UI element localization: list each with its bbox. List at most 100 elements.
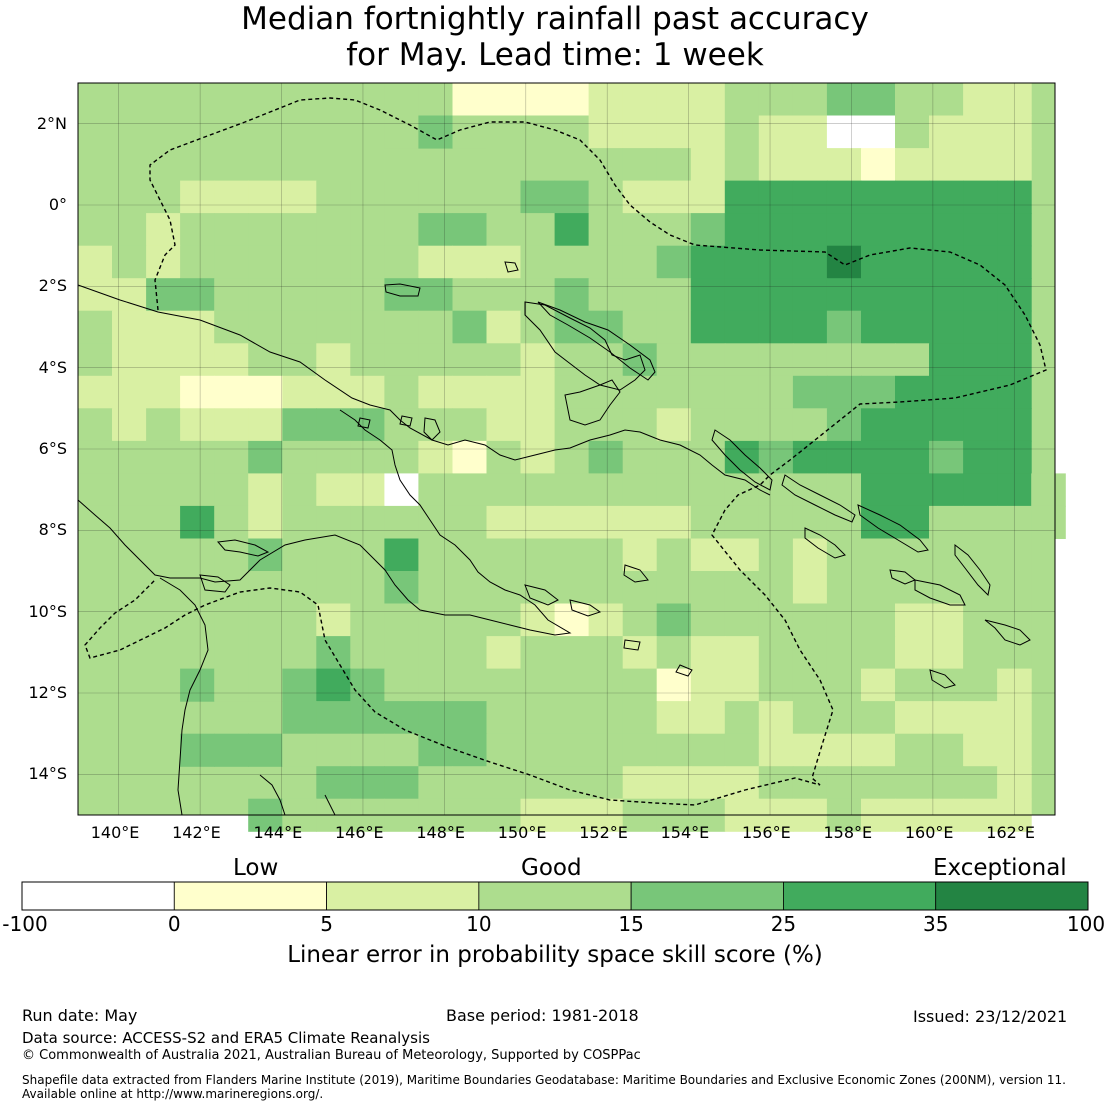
grid-cell (724, 701, 760, 735)
grid-cell (384, 343, 419, 377)
grid-cell (963, 538, 998, 572)
grid-cell (452, 213, 488, 247)
grid-cell (826, 603, 862, 637)
grid-cell (146, 473, 181, 507)
grid-cell (316, 766, 351, 800)
grid-cell (997, 83, 1032, 117)
grid-cell (418, 766, 453, 800)
grid-cell (316, 310, 351, 344)
grid-cell (316, 538, 351, 572)
grid-cell (724, 440, 760, 474)
grid-cell (758, 668, 794, 702)
grid-cell (486, 148, 522, 182)
grid-cell (554, 83, 590, 117)
grid-cell (826, 343, 862, 377)
grid-cell (520, 148, 556, 182)
longitude-label: 162°E (986, 823, 1035, 842)
grid-cell (248, 603, 283, 637)
grid-cell (724, 538, 760, 572)
grid-cell (282, 733, 317, 767)
grid-cell (214, 408, 249, 442)
grid-cell (861, 603, 896, 637)
grid-cell (963, 733, 998, 767)
grid-cell (520, 505, 556, 539)
grid-cell (384, 83, 419, 117)
grid-cell (180, 245, 215, 279)
grid-cell (418, 636, 453, 670)
grid-cell (758, 733, 794, 767)
grid-cell (452, 180, 488, 214)
grid-cell (622, 733, 658, 767)
grid-cell (316, 440, 351, 474)
grid-cell (588, 571, 624, 605)
grid-cell (486, 668, 522, 702)
grid-cell (758, 83, 794, 117)
grid-cell (418, 213, 453, 247)
grid-cell (963, 408, 998, 442)
graticule (78, 83, 1055, 815)
grid-cell (758, 375, 794, 409)
grid-cell (588, 766, 624, 800)
grid-cell (486, 636, 522, 670)
grid-cell (180, 440, 215, 474)
grid-cell (963, 766, 998, 800)
grid-cell (350, 766, 385, 800)
grid-cell (418, 668, 453, 702)
grid-cell (554, 440, 590, 474)
grid-cell (350, 733, 385, 767)
grid-cell (656, 343, 692, 377)
grid-cell (861, 408, 896, 442)
grid-cell (997, 766, 1032, 800)
grid-cell (486, 278, 522, 312)
shapefile-credit-2: Available online at http://www.marinereg… (22, 1087, 324, 1101)
grid-cell (690, 603, 726, 637)
grid-cell (826, 83, 862, 117)
colorbar-tick-label: 0 (167, 912, 181, 936)
grid-cell (520, 83, 556, 117)
grid-cell (588, 83, 624, 117)
grid-cell (758, 538, 794, 572)
grid-cell (997, 213, 1032, 247)
grid-cell (214, 505, 249, 539)
grid-cell (384, 603, 419, 637)
grid-cell (997, 245, 1032, 279)
longitude-label: 158°E (823, 823, 873, 842)
grid-cell (554, 278, 590, 312)
grid-cell (724, 180, 760, 214)
grid-cell (180, 571, 215, 605)
grid-cell (588, 213, 624, 247)
grid-cell (418, 538, 453, 572)
grid-cell (895, 180, 930, 214)
grid-cell (724, 148, 760, 182)
grid-cell (452, 701, 488, 735)
grid-cell (861, 148, 896, 182)
longitude-label: 154°E (660, 823, 710, 842)
grid-cell (861, 701, 896, 735)
grid-cell (929, 180, 964, 214)
grid-cell (929, 408, 964, 442)
grid-cell (690, 245, 726, 279)
grid-cell (929, 473, 964, 507)
grid-cell (316, 213, 351, 247)
grid-cell (316, 636, 351, 670)
grid-cell (282, 538, 317, 572)
grid-cell (895, 375, 930, 409)
grid-cell (486, 180, 522, 214)
grid-cell (520, 343, 556, 377)
grid-cell (146, 245, 181, 279)
grid-cell (78, 375, 113, 409)
colorbar-category-exceptional: Exceptional (933, 855, 1067, 881)
colorbar-tick-label: 25 (770, 912, 797, 936)
grid-cell (350, 408, 385, 442)
grid-cell (146, 310, 181, 344)
grid-cell (180, 278, 215, 312)
grid-cell (384, 115, 419, 149)
colorbar-tick-label: -100 (2, 912, 48, 936)
grid-cell (929, 766, 964, 800)
grid-cell (1031, 505, 1066, 539)
grid-cell (452, 538, 488, 572)
grid-cell (350, 245, 385, 279)
grid-cell (656, 571, 692, 605)
grid-cell (282, 668, 317, 702)
